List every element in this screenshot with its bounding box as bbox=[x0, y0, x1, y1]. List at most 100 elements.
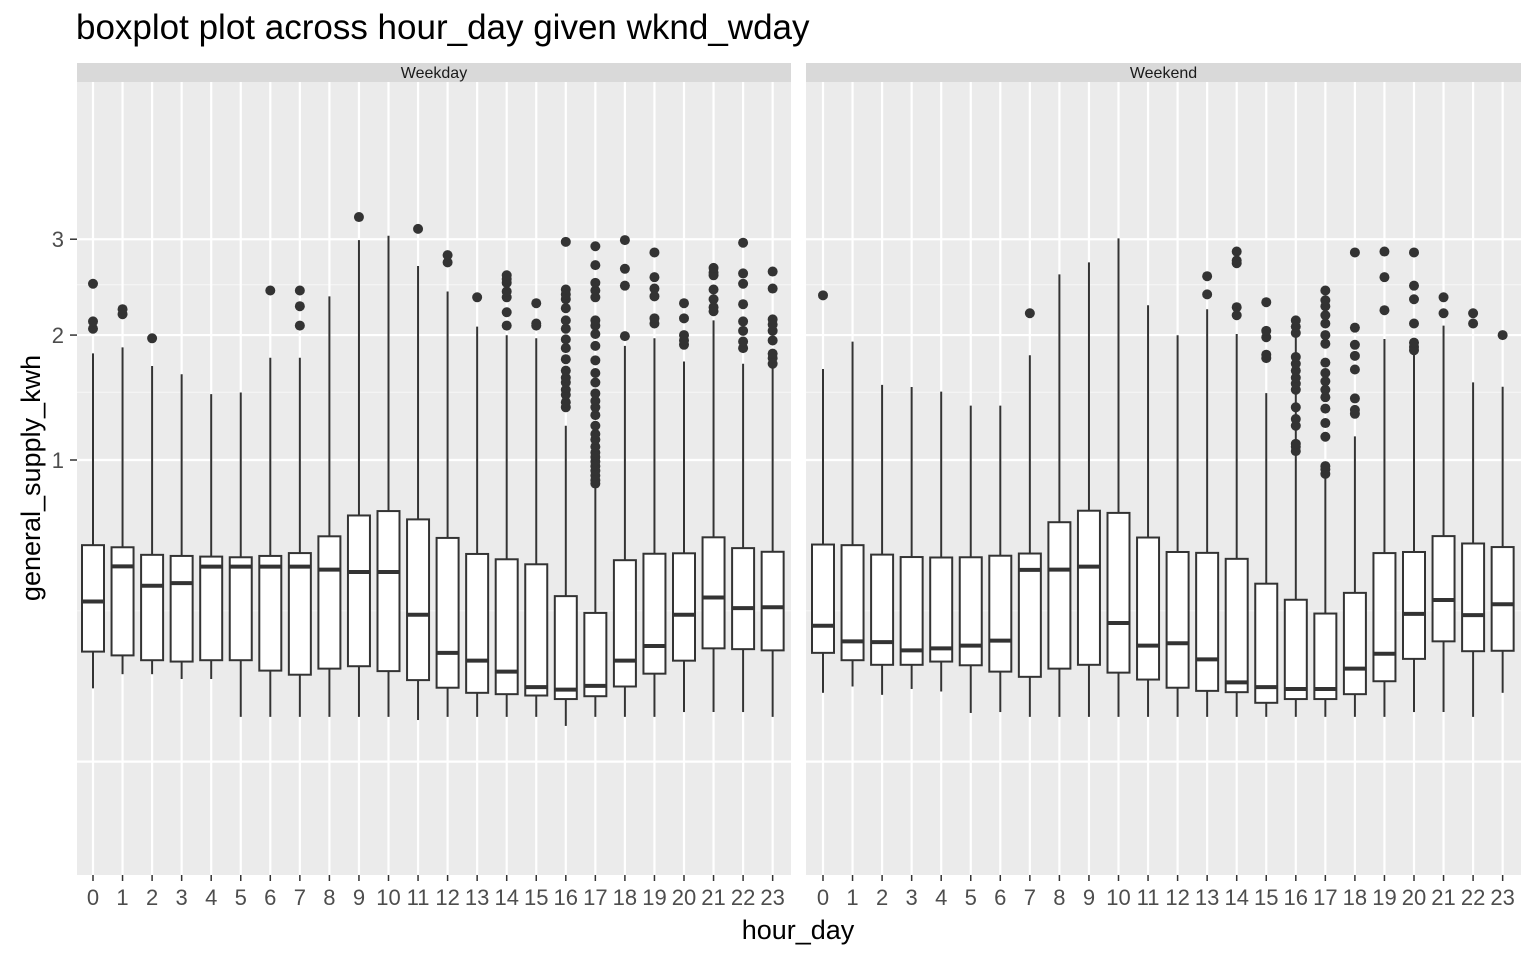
box bbox=[258, 554, 283, 672]
outlier-point bbox=[1468, 308, 1479, 319]
x-tick-label: 19 bbox=[642, 885, 666, 910]
outlier-point bbox=[1409, 337, 1419, 348]
box bbox=[81, 544, 105, 653]
outlier-point bbox=[1320, 392, 1331, 403]
outlier-point bbox=[1202, 271, 1213, 282]
outlier-point bbox=[708, 302, 719, 313]
outlier-point bbox=[1379, 246, 1390, 257]
x-tick-label: 0 bbox=[87, 885, 99, 910]
outlier-point bbox=[501, 320, 512, 331]
boxplot-13 bbox=[1195, 271, 1220, 717]
outlier-point bbox=[117, 304, 128, 315]
boxplot-12 bbox=[1165, 335, 1190, 717]
boxplot-14 bbox=[494, 270, 519, 717]
outlier-point bbox=[1409, 247, 1419, 258]
outlier-point bbox=[1409, 318, 1419, 329]
boxplot-20 bbox=[672, 298, 696, 713]
outlier-point bbox=[708, 294, 719, 305]
boxplot-0 bbox=[81, 278, 105, 689]
x-tick-label: 9 bbox=[353, 885, 365, 910]
boxplot-6 bbox=[258, 285, 283, 717]
facet-panel: Weekend bbox=[806, 63, 1521, 875]
outlier-point bbox=[1438, 292, 1449, 303]
y-tick-label: 3 bbox=[52, 227, 64, 252]
box bbox=[642, 552, 667, 675]
y-axis: 1 2 3 bbox=[52, 227, 77, 473]
outlier-point bbox=[590, 355, 601, 366]
outlier-point bbox=[1231, 310, 1242, 321]
box bbox=[672, 552, 696, 662]
outlier-point bbox=[590, 340, 601, 351]
outlier-point bbox=[590, 428, 601, 439]
outlier-point bbox=[560, 315, 571, 326]
chart-title: boxplot plot across hour_day given wknd_… bbox=[76, 8, 810, 47]
outlier-point bbox=[1231, 302, 1242, 313]
outlier-point bbox=[442, 257, 453, 268]
outlier-point bbox=[560, 372, 571, 383]
outlier-point bbox=[1290, 438, 1301, 449]
outlier-point bbox=[1379, 305, 1390, 316]
box bbox=[701, 536, 726, 650]
outlier-point bbox=[1320, 403, 1331, 414]
y-tick-label: 2 bbox=[52, 323, 64, 348]
boxplot-16 bbox=[1283, 315, 1308, 717]
x-tick-label: 16 bbox=[554, 885, 578, 910]
x-tick-label: 14 bbox=[494, 885, 518, 910]
boxplot-8 bbox=[317, 296, 342, 717]
box bbox=[1136, 536, 1161, 681]
outlier-point bbox=[1320, 357, 1331, 368]
outlier-point bbox=[1349, 350, 1360, 361]
outlier-point bbox=[590, 315, 601, 326]
outlier-point bbox=[531, 318, 542, 329]
box bbox=[929, 556, 954, 663]
boxplot-2 bbox=[870, 384, 895, 695]
outlier-point bbox=[1320, 295, 1331, 306]
x-tick-label: 7 bbox=[294, 885, 306, 910]
box bbox=[958, 556, 983, 667]
outlier-point bbox=[1320, 338, 1331, 349]
outlier-point bbox=[1409, 294, 1419, 305]
outlier-point bbox=[590, 260, 601, 271]
x-tick-label: 3 bbox=[176, 885, 188, 910]
boxplot-22 bbox=[1461, 308, 1486, 717]
x-tick-label: 15 bbox=[524, 885, 548, 910]
outlier-point bbox=[738, 316, 749, 327]
outlier-point bbox=[590, 410, 601, 421]
outlier-point bbox=[590, 420, 601, 431]
x-tick-label: 17 bbox=[583, 885, 607, 910]
outlier-point bbox=[1349, 247, 1360, 258]
boxplot-0 bbox=[811, 290, 835, 693]
boxplot-6 bbox=[988, 405, 1013, 713]
facet-strip bbox=[806, 63, 1521, 82]
facet-strip-label: Weekend bbox=[1130, 65, 1197, 82]
outlier-point bbox=[560, 384, 571, 395]
box bbox=[583, 611, 608, 698]
outlier-point bbox=[1261, 325, 1272, 336]
x-tick-label: 14 bbox=[1224, 885, 1248, 910]
boxplot-21 bbox=[701, 262, 726, 713]
outlier-point bbox=[1438, 308, 1449, 319]
outlier-point bbox=[1409, 280, 1419, 291]
outlier-point bbox=[649, 291, 660, 302]
outlier-point bbox=[738, 325, 749, 336]
boxplot-10 bbox=[376, 235, 401, 717]
outlier-point bbox=[649, 247, 660, 258]
outlier-point bbox=[560, 284, 571, 295]
boxplot-18 bbox=[612, 235, 637, 717]
outlier-point bbox=[472, 292, 483, 303]
facet-panels: Weekday Weekend bbox=[77, 63, 1521, 875]
boxplot-8 bbox=[1047, 274, 1072, 717]
outlier-point bbox=[590, 395, 601, 406]
outlier-point bbox=[649, 272, 660, 283]
outlier-point bbox=[738, 278, 749, 289]
boxplot-1 bbox=[840, 341, 865, 687]
outlier-point bbox=[649, 313, 660, 324]
outlier-point bbox=[767, 314, 778, 325]
box bbox=[1431, 535, 1456, 643]
y-tick-label: 1 bbox=[52, 448, 64, 473]
x-tick-label: 23 bbox=[760, 885, 784, 910]
boxplot-19 bbox=[642, 247, 667, 717]
boxplot-15 bbox=[524, 298, 549, 717]
outlier-point bbox=[1497, 330, 1508, 341]
outlier-point bbox=[560, 354, 571, 365]
